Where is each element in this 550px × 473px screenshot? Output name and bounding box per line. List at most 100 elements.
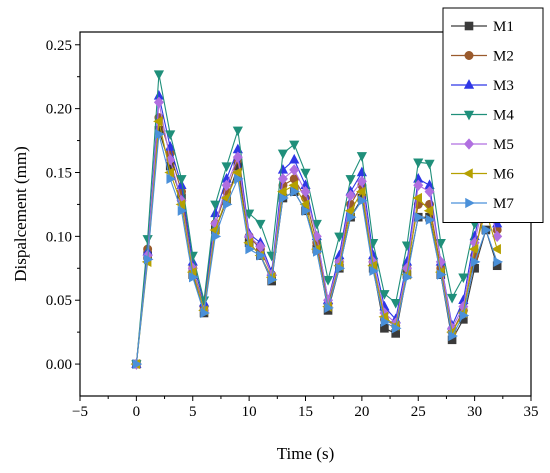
data-point xyxy=(322,276,334,286)
y-tick-label: 0.00 xyxy=(46,357,72,373)
data-point xyxy=(425,214,436,225)
data-point xyxy=(356,166,367,177)
legend-item: M7 xyxy=(451,196,514,212)
data-point xyxy=(403,272,413,283)
x-axis-label: Time (s) xyxy=(277,444,334,463)
data-point xyxy=(267,274,278,285)
legend-label: M2 xyxy=(493,49,514,65)
data-point xyxy=(155,129,165,140)
data-point xyxy=(458,273,469,284)
legend-marker xyxy=(465,197,475,209)
data-point xyxy=(345,189,356,202)
axes: −5 0 5 10 15 20 25 30 35 0.00 0.05 0.10 0.15 0.20 0.25 xyxy=(46,31,539,420)
legend-item: M1 xyxy=(451,19,514,35)
data-point xyxy=(311,219,322,230)
data-point xyxy=(446,293,458,304)
data-point xyxy=(176,175,187,185)
data-point xyxy=(221,179,232,191)
data-point xyxy=(289,140,300,151)
data-point xyxy=(290,186,301,197)
data-point xyxy=(222,199,233,210)
data-point xyxy=(132,358,143,370)
data-point xyxy=(435,238,446,249)
x-tick-label: 20 xyxy=(354,404,369,420)
data-point xyxy=(232,151,243,163)
data-point xyxy=(401,241,413,252)
data-point xyxy=(491,244,501,255)
data-point xyxy=(470,256,481,267)
data-point xyxy=(493,256,504,267)
legend-marker xyxy=(463,168,473,179)
data-point xyxy=(289,164,300,176)
data-point xyxy=(334,232,345,243)
x-tick-label: 15 xyxy=(298,404,313,420)
data-point xyxy=(345,175,356,185)
data-point xyxy=(211,231,222,242)
data-point xyxy=(448,330,458,342)
data-point xyxy=(356,175,367,188)
data-point xyxy=(234,173,244,184)
legend: M1 M2 M3 M4 M5 M6 M7 xyxy=(442,7,544,223)
data-point xyxy=(423,205,434,216)
data-point xyxy=(277,149,289,160)
legend-label: M3 xyxy=(493,78,514,94)
series-layer xyxy=(130,70,504,370)
data-point xyxy=(255,240,266,253)
data-point xyxy=(344,205,355,216)
x-tick-label: 35 xyxy=(524,404,539,420)
legend-item: M6 xyxy=(451,167,514,183)
y-tick-label: 0.10 xyxy=(46,229,72,245)
data-point xyxy=(232,126,243,137)
data-point xyxy=(369,265,379,276)
legend-item: M2 xyxy=(451,49,514,65)
x-tick-label: 5 xyxy=(189,404,197,420)
data-point xyxy=(437,269,447,280)
data-point xyxy=(153,70,165,80)
data-point xyxy=(299,199,310,210)
data-point xyxy=(424,185,435,198)
legend-marker xyxy=(464,50,474,60)
data-point xyxy=(277,164,289,174)
y-tick-label: 0.25 xyxy=(46,38,72,54)
data-point xyxy=(277,173,288,185)
data-point xyxy=(143,254,154,265)
data-point xyxy=(256,250,267,261)
data-point xyxy=(492,230,503,243)
data-point xyxy=(300,168,311,179)
data-point xyxy=(255,219,266,230)
legend-label: M6 xyxy=(493,167,514,183)
data-point xyxy=(210,200,221,211)
legend-box xyxy=(442,7,544,223)
series-M7 xyxy=(132,129,504,370)
data-point xyxy=(412,192,423,204)
data-point xyxy=(177,205,188,216)
data-point xyxy=(413,179,424,191)
data-point xyxy=(166,173,177,184)
legend-item: M4 xyxy=(451,108,514,124)
data-point xyxy=(356,152,367,162)
data-point xyxy=(346,212,357,223)
data-point xyxy=(379,290,390,300)
data-point xyxy=(153,96,164,108)
data-point xyxy=(391,323,402,334)
data-point xyxy=(288,180,298,191)
data-point xyxy=(153,116,163,127)
data-point xyxy=(380,316,391,328)
data-point xyxy=(356,186,366,197)
legend-label: M5 xyxy=(493,137,514,153)
y-tick-label: 0.20 xyxy=(46,102,72,118)
legend-marker xyxy=(463,138,475,150)
series-M4 xyxy=(131,70,503,370)
data-point xyxy=(244,209,255,220)
legend-label: M1 xyxy=(493,19,514,35)
data-point xyxy=(414,212,425,223)
data-point xyxy=(311,230,322,243)
data-point xyxy=(468,244,479,255)
legend-item: M3 xyxy=(451,78,514,94)
x-tick-label: 10 xyxy=(242,404,257,420)
data-point xyxy=(301,205,312,216)
data-point xyxy=(289,153,300,164)
data-point xyxy=(277,186,287,197)
data-point xyxy=(300,185,311,198)
data-point xyxy=(482,224,492,236)
